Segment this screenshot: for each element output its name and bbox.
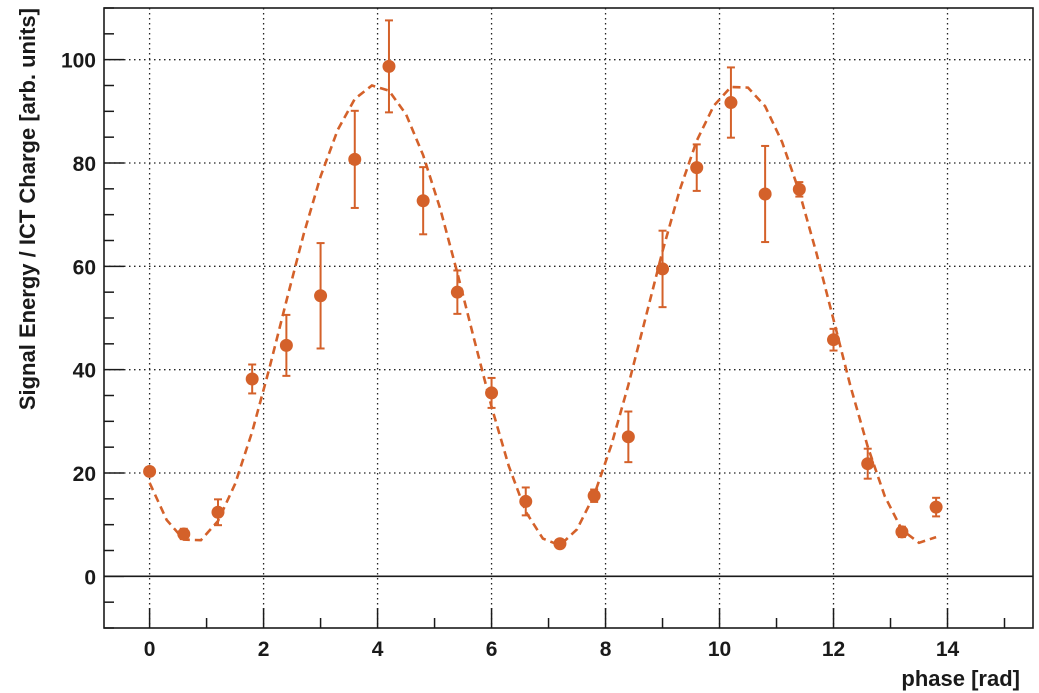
x-tick-label: 8	[600, 638, 612, 661]
data-point	[519, 486, 533, 517]
x-axis-title: phase [rad]	[901, 666, 1020, 691]
data-point	[724, 66, 738, 139]
data-point	[314, 242, 328, 350]
data-point	[587, 488, 601, 503]
data-point	[177, 527, 191, 541]
data-marker	[929, 500, 943, 514]
data-point	[348, 109, 362, 209]
data-marker	[177, 527, 191, 541]
data-marker	[485, 386, 499, 400]
data-marker	[314, 289, 328, 303]
data-marker	[553, 537, 567, 551]
data-marker	[792, 182, 806, 196]
data-point	[382, 19, 396, 114]
data-marker	[348, 152, 362, 166]
x-tick-label: 6	[486, 638, 498, 661]
x-tick-label: 12	[822, 638, 845, 661]
y-axis-title: Signal Energy / ICT Charge [arb. units]	[15, 8, 40, 410]
data-point	[621, 410, 635, 464]
y-tick-label: 60	[73, 256, 96, 279]
data-marker	[861, 457, 875, 471]
data-point	[245, 363, 259, 395]
data-marker	[211, 505, 225, 519]
data-point	[758, 144, 772, 244]
data-point	[929, 496, 943, 518]
x-tick-label: 14	[936, 638, 960, 661]
x-tick-label: 4	[372, 638, 384, 661]
data-point	[553, 537, 567, 551]
data-marker	[279, 338, 293, 352]
data-marker	[827, 333, 841, 347]
y-tick-label: 20	[73, 463, 96, 486]
data-marker	[450, 285, 464, 299]
data-point	[416, 166, 430, 236]
y-tick-label: 0	[84, 566, 96, 589]
x-tick-label: 2	[258, 638, 270, 661]
plot-frame	[103, 7, 1034, 629]
grid-lines	[104, 8, 1033, 628]
data-marker	[416, 194, 430, 208]
data-marker	[895, 525, 909, 539]
data-marker	[382, 59, 396, 73]
data-point	[827, 327, 841, 352]
data-marker	[758, 187, 772, 201]
axes	[103, 7, 1034, 629]
y-tick-label: 100	[61, 50, 96, 73]
data-marker	[656, 262, 670, 276]
data-point	[279, 313, 293, 377]
data-point	[211, 498, 225, 527]
data-point	[485, 376, 499, 409]
tick-labels: 0 2 4 6 8 10 12 14 0 20 40 60 80 100	[61, 50, 960, 661]
data-marker	[519, 494, 533, 508]
data-point	[450, 269, 464, 315]
data-point	[656, 229, 670, 309]
data-point	[895, 525, 909, 539]
data-marker	[245, 372, 259, 386]
data-points	[143, 19, 943, 551]
data-marker	[621, 430, 635, 444]
x-tick-label: 0	[144, 638, 156, 661]
data-point	[861, 447, 875, 480]
fit-curve	[148, 84, 937, 547]
fit-curve-line	[148, 84, 937, 547]
data-point	[143, 464, 157, 478]
data-marker	[587, 489, 601, 503]
y-tick-label: 80	[73, 153, 96, 176]
data-point	[690, 143, 704, 192]
data-marker	[724, 96, 738, 110]
data-point	[792, 181, 806, 198]
data-marker	[143, 464, 157, 478]
x-tick-label: 10	[708, 638, 731, 661]
data-marker	[690, 161, 704, 175]
y-tick-label: 40	[73, 360, 96, 383]
